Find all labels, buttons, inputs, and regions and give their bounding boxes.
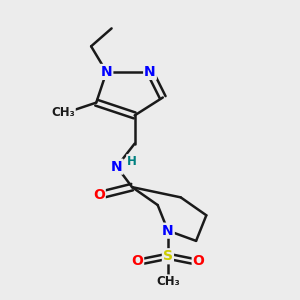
Text: CH₃: CH₃ (51, 106, 75, 119)
Text: O: O (93, 188, 105, 202)
Text: N: N (162, 224, 174, 238)
Text: O: O (193, 254, 205, 268)
Text: CH₃: CH₃ (156, 275, 180, 288)
Text: H: H (127, 155, 137, 168)
Text: N: N (101, 65, 112, 79)
Text: O: O (131, 254, 143, 268)
Text: S: S (163, 249, 173, 263)
Text: N: N (111, 160, 122, 174)
Text: N: N (144, 65, 156, 79)
